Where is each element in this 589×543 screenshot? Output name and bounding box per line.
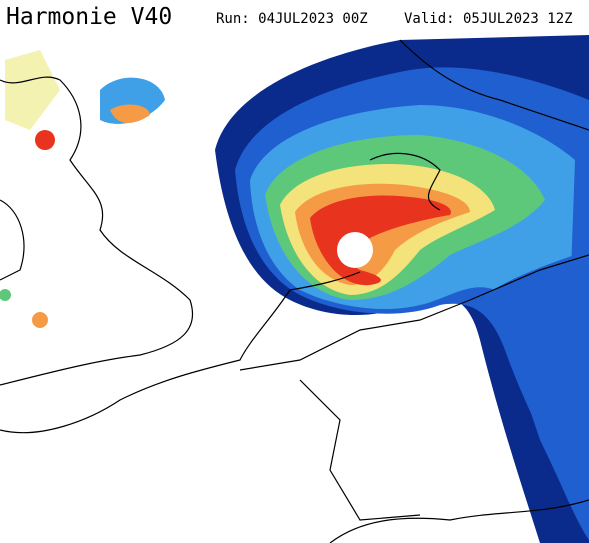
valid-time: Valid: 05JUL2023 12Z xyxy=(404,11,573,27)
map-title: Harmonie V40 xyxy=(6,4,172,30)
coastlines xyxy=(0,39,589,543)
run-time: Run: 04JUL2023 00Z xyxy=(216,11,368,27)
header-bar xyxy=(0,0,589,32)
border-line xyxy=(299,379,421,521)
precip-spot xyxy=(35,130,55,150)
coast-britain xyxy=(0,76,194,386)
coast-continent xyxy=(0,271,361,434)
coast-ireland xyxy=(0,199,25,281)
precip-spot xyxy=(0,289,11,301)
coast-mediterranean xyxy=(329,499,589,543)
coast-scandinavia xyxy=(399,39,589,131)
precipitation-field xyxy=(0,35,589,543)
border-line xyxy=(239,254,589,371)
precip-spot xyxy=(32,312,48,328)
precip-light-north xyxy=(5,50,60,130)
precip-scotland-core xyxy=(110,104,150,124)
cyclone-eye xyxy=(337,232,373,268)
coast-denmark xyxy=(369,152,441,211)
precip-east xyxy=(480,250,589,540)
